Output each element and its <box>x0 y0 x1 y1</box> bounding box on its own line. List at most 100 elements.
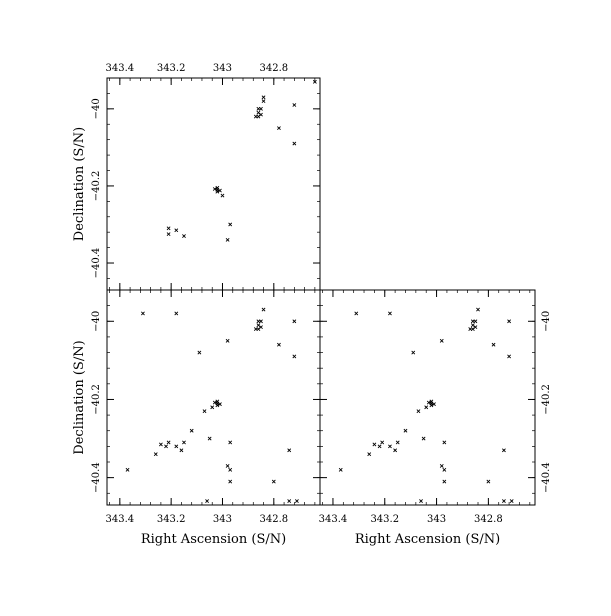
x-tick-label: 343.2 <box>157 514 186 525</box>
x-axis-title: Right Ascension (S/N) <box>141 532 286 547</box>
data-point <box>367 452 372 457</box>
data-point <box>158 442 163 447</box>
data-point <box>473 325 478 330</box>
data-point <box>225 338 230 343</box>
data-point <box>174 444 179 449</box>
data-point <box>205 499 210 504</box>
data-point <box>338 467 343 472</box>
x-axis-title: Right Ascension (S/N) <box>355 532 500 547</box>
data-point <box>256 110 261 115</box>
panel-top-left: 343.4 343.2 343 342.8 −40 −40.2 −40.4 Declinati… <box>72 63 321 291</box>
data-point <box>277 342 281 347</box>
data-point <box>287 499 292 504</box>
data-point <box>419 499 423 504</box>
y-tick-label-right: −40.4 <box>541 462 552 493</box>
data-point <box>287 448 292 453</box>
data-point <box>486 479 491 484</box>
data-point <box>507 319 512 324</box>
data-point <box>395 440 400 445</box>
data-point <box>476 307 480 312</box>
data-point <box>125 467 130 472</box>
data-point <box>388 311 392 316</box>
data-point <box>277 126 281 131</box>
data-point <box>439 463 444 468</box>
plot-frame <box>106 77 321 291</box>
y-axis-title: Declination (S/N) <box>72 340 87 454</box>
data-point <box>189 428 194 433</box>
y-tick-label-right: −40.2 <box>541 384 552 415</box>
data-point <box>439 338 444 343</box>
x-tick-label: 343.2 <box>370 514 399 525</box>
y-tick-label: −40 <box>91 98 102 119</box>
data-point <box>312 79 317 84</box>
y-tick-label: −40.4 <box>91 248 102 279</box>
data-point <box>261 307 266 312</box>
y-tick-label: −40.4 <box>91 462 102 493</box>
panel-bottom-right: 343.4 343.2 343 342.8 −40 −40.2 −40.4 Right Asc… <box>319 289 552 547</box>
data-point <box>228 440 233 445</box>
x-tick-label: 342.8 <box>259 514 288 525</box>
data-point <box>403 428 408 433</box>
data-point <box>473 319 478 324</box>
data-point <box>292 319 297 324</box>
data-point <box>271 479 276 484</box>
data-point <box>215 185 220 190</box>
data-point <box>292 103 297 107</box>
y-axis-title: Declination (S/N) <box>72 127 87 241</box>
data-point <box>228 479 233 484</box>
data-point <box>225 237 230 242</box>
x-tick-label: 343.4 <box>106 514 135 525</box>
y-tick-label: −40 <box>91 311 102 332</box>
data-point <box>261 99 266 104</box>
data-point <box>292 141 297 146</box>
data-point <box>228 467 233 472</box>
data-point <box>179 448 184 453</box>
data-point <box>393 448 398 453</box>
data-point <box>210 405 215 410</box>
data-point <box>429 399 434 404</box>
data-point <box>421 436 426 441</box>
data-point <box>294 499 299 504</box>
data-point <box>377 444 382 449</box>
data-point <box>207 436 212 441</box>
x-tick-label: 343 <box>427 514 446 525</box>
data-point <box>253 327 258 332</box>
data-point <box>468 327 473 332</box>
data-point <box>174 311 179 316</box>
data-point <box>215 399 220 404</box>
data-point <box>174 228 179 233</box>
data-point <box>228 222 233 227</box>
data-point <box>442 479 447 484</box>
data-point <box>426 400 431 405</box>
data-point <box>491 342 496 347</box>
data-point <box>166 232 171 237</box>
x-tick-label-top: 342.8 <box>259 63 288 74</box>
data-point <box>442 467 447 472</box>
data-point <box>164 444 168 449</box>
data-point <box>182 234 186 238</box>
data-point <box>141 311 145 316</box>
data-point <box>507 354 512 359</box>
y-tick-label: −40.2 <box>91 171 102 202</box>
panel-bottom-left: 343.4 343.2 343 342.8 −40 −40.2 −40.4 Right Asc… <box>72 289 321 547</box>
data-point <box>166 440 171 445</box>
data-point <box>261 95 266 100</box>
data-point <box>253 114 258 119</box>
y-tick-label-right: −40 <box>541 311 552 332</box>
data-point <box>372 442 377 447</box>
data-point <box>416 409 421 414</box>
data-point <box>153 452 158 457</box>
x-tick-label-top: 343.4 <box>106 63 135 74</box>
data-point <box>501 448 506 453</box>
data-point <box>220 193 225 198</box>
data-point <box>354 311 359 316</box>
y-tick-label: −40.2 <box>91 384 102 415</box>
data-point <box>292 354 297 359</box>
x-tick-label-top: 343 <box>213 63 232 74</box>
data-point <box>259 325 263 330</box>
data-point <box>212 187 217 191</box>
data-point <box>259 106 263 111</box>
data-point <box>197 350 202 355</box>
